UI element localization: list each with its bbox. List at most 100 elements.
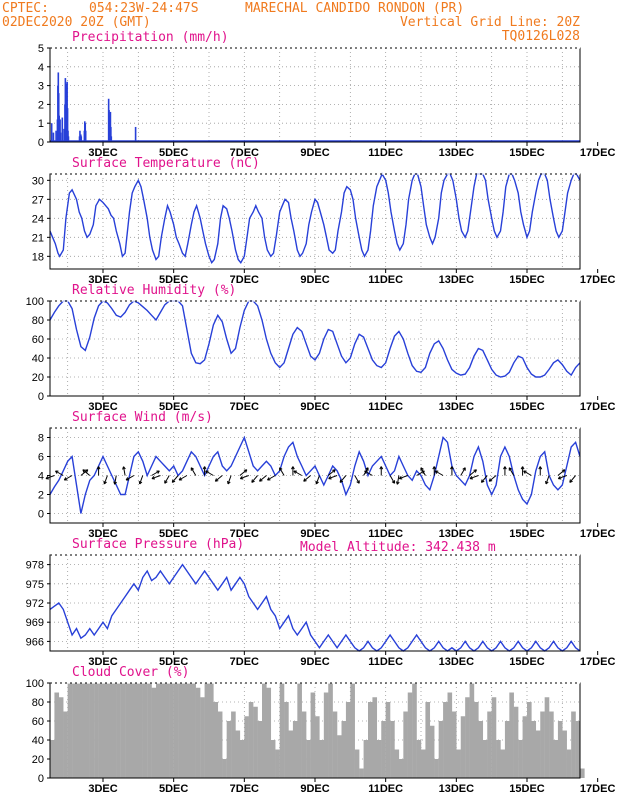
cloud-bar [438,721,444,778]
x-tick-label: 11DEC [368,274,403,286]
y-tick-label: 8 [38,433,44,445]
wind-arrow [545,475,550,485]
cloud-bar [500,749,506,778]
wind-arrow-head [480,479,483,483]
precip-bar [55,130,57,142]
y-tick-label: 100 [26,296,44,308]
x-tick-label: 13DEC [439,528,475,540]
cloud-bar [456,749,461,778]
wind-arrow [151,475,161,480]
cloud-bar [474,702,479,778]
y-tick-label: 0 [38,773,44,785]
panel-title-temp: Surface Temperature (nC) [72,156,260,171]
wind-arrow [80,469,89,476]
cloud-bar [195,687,201,778]
y-tick-label: 4 [38,62,44,74]
cloud-bar [151,687,157,778]
cloud-bar [63,711,68,778]
cloud-bar [478,721,484,778]
cloud-bar [226,721,232,778]
cloud-bar [266,687,272,778]
wind-arrow-head [420,467,424,470]
wind-arrow-head [391,481,395,484]
wind-arrow-head [474,469,477,473]
precip-bar [50,123,53,142]
wind-arrow-head [303,478,306,482]
cloud-bar [323,692,329,778]
panel-rh: Relative Humidity (%) 0 20 40 60 80 100 3DEC 5DE… [26,283,616,413]
cloud-bar [147,683,152,778]
wind-arrow-head [539,466,543,470]
cloud-bar [407,692,413,778]
x-tick-label: 3DEC [88,783,117,795]
y-tick-label: 40 [32,735,44,747]
y-tick-label: 60 [32,334,44,346]
panel-wind: Surface Wind (m/s) 0 2 4 6 8 3DEC 5DEC 7DEC 9DEC 1… [38,410,616,540]
panel-title-cloud: Cloud Cover (%) [72,665,189,680]
cloud-bar [504,721,510,778]
cloud-bar [527,702,532,778]
x-tick-label: 9DEC [300,147,329,159]
cloud-bar [522,716,528,778]
header-datetime: 02DEC2020 20Z (GMT) [2,15,151,30]
wind-arrow [469,469,477,476]
x-tick-label: 15DEC [509,401,545,413]
cloud-bar [328,683,333,778]
cloud-bar [368,702,373,778]
wind-arrow-head [245,469,248,473]
wind-arrow [481,475,488,483]
wind-arrow-head [557,475,561,479]
cloud-bar [491,697,497,778]
x-tick-label: 3DEC [88,147,117,159]
x-tick-label: 13DEC [439,401,475,413]
x-tick-label: 17DEC [580,783,616,795]
cloud-bar [580,768,585,778]
wind-arrow-head [125,477,129,481]
wind-arrow-head [328,475,331,479]
cloud-bar [292,721,298,778]
y-tick-label: 975 [26,579,44,591]
wind-arrow-head [171,479,174,483]
cloud-bar [319,740,325,778]
x-tick-label: 7DEC [230,147,259,159]
x-tick-label: 3DEC [88,274,117,286]
x-tick-label: 7DEC [230,274,259,286]
precip-bar [67,136,70,142]
cloud-bar [257,721,263,778]
cloud-bar [531,721,537,778]
x-tick-label: 13DEC [439,274,475,286]
x-tick-label: 15DEC [509,274,545,286]
y-tick-label: 0 [38,509,44,521]
cloud-bar [465,697,470,778]
y-tick-label: 18 [32,251,44,263]
cloud-bar [341,721,347,778]
wind-arrow [239,469,248,476]
cloud-bar [337,735,342,778]
cloud-bar [416,740,422,778]
cloud-bar [107,683,113,778]
cloud-bar [120,683,126,778]
y-tick-label: 972 [26,598,44,610]
wind-arrow-head [82,469,86,471]
wind-arrow [151,470,160,476]
x-tick-label: 13DEC [439,147,475,159]
cloud-bar [315,716,320,778]
cloud-bar [345,702,351,778]
wind-arrow [488,475,497,482]
cloud-bar [288,730,294,778]
wind-arrow [139,475,144,485]
panels: Precipitation (mm/h) 0 1 2 3 4 5 3DEC 5DEC 7DEC 9D… [26,30,616,795]
cloud-bar [354,749,360,778]
cloud-bar [469,683,475,778]
cloud-bar [540,711,545,778]
precip-bar [110,136,113,142]
x-tick-label: 3DEC [88,401,117,413]
y-tick-label: 0 [38,137,44,149]
panel-precip: Precipitation (mm/h) 0 1 2 3 4 5 3DEC 5DEC 7DEC 9D… [38,30,616,159]
cloud-bar [239,740,245,778]
y-tick-label: 4 [38,471,44,483]
panel-title-rh: Relative Humidity (%) [72,283,236,298]
x-tick-label: 9DEC [300,783,329,795]
y-tick-label: 60 [32,716,44,728]
wind-arrow-head [488,478,491,482]
